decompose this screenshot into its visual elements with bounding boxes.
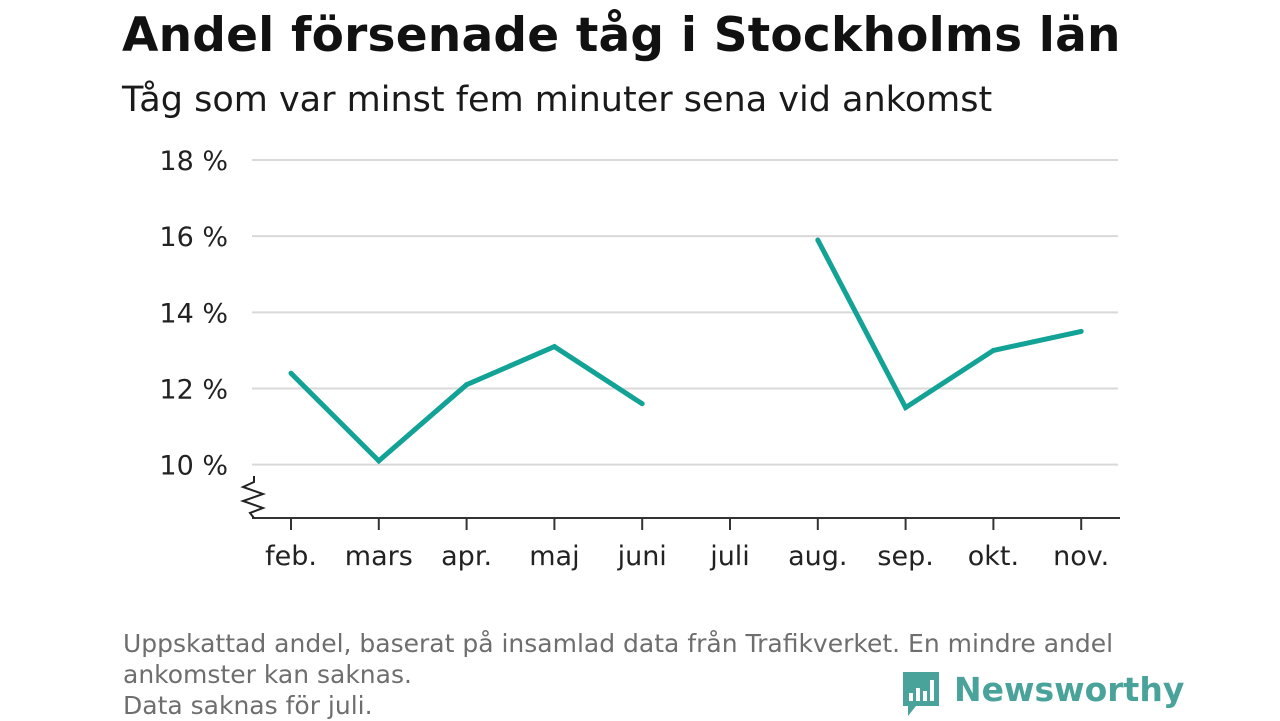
y-tick-label: 10 % — [159, 451, 228, 482]
data-series — [288, 237, 1084, 465]
x-tick-label: aug. — [788, 541, 847, 572]
logo-wordmark: Newsworthy — [954, 670, 1185, 709]
y-tick-label: 18 % — [159, 146, 228, 177]
data-point — [464, 382, 470, 388]
x-axis-tick-labels: feb. mars apr. maj juni juli aug. sep. okt. nov. — [265, 541, 1109, 572]
line-chart: 10 % 12 % 14 % 16 % 18 % feb. mars apr. maj juni… — [159, 146, 1120, 572]
data-point — [639, 401, 645, 407]
footnote-line-1: Uppskattad andel, baserat på insamlad da… — [123, 629, 1114, 658]
gridlines — [252, 159, 1118, 466]
y-axis-break-marker — [239, 476, 267, 519]
data-point — [551, 344, 557, 350]
footnote: Uppskattad andel, baserat på insamlad da… — [123, 628, 1153, 721]
y-tick-label: 14 % — [159, 298, 228, 329]
data-point — [990, 347, 996, 353]
data-point — [815, 237, 821, 243]
chart-subtitle: Tåg som var minst fem minuter sena vid a… — [122, 80, 993, 120]
data-point — [903, 405, 909, 411]
y-tick-label: 12 % — [159, 375, 228, 406]
data-point — [1078, 328, 1084, 334]
footnote-line-3: Data saknas för juli. — [123, 691, 373, 720]
y-tick-label: 16 % — [159, 222, 228, 253]
x-tick-label: nov. — [1053, 541, 1109, 572]
x-tick-label: feb. — [265, 541, 317, 572]
x-tick-label: okt. — [968, 541, 1019, 572]
data-point — [376, 458, 382, 464]
x-tick-label: juni — [617, 541, 667, 572]
x-tick-label: sep. — [877, 541, 933, 572]
x-tick-label: apr. — [441, 541, 492, 572]
x-axis-ticks — [290, 518, 1083, 530]
chart-title: Andel försenade tåg i Stockholms län — [122, 8, 1121, 63]
series-line-segment — [815, 238, 1082, 412]
x-tick-label: maj — [529, 541, 579, 572]
footnote-line-2: ankomster kan saknas. — [123, 660, 412, 689]
y-axis-tick-labels: 10 % 12 % 14 % 16 % 18 % — [159, 146, 228, 482]
x-tick-label: mars — [345, 541, 413, 572]
newsworthy-logo: Newsworthy — [900, 668, 1184, 720]
x-tick-label: juli — [709, 541, 750, 572]
series-line-segment — [289, 343, 644, 465]
data-point — [288, 370, 294, 376]
newsworthy-chart-icon — [903, 672, 939, 716]
